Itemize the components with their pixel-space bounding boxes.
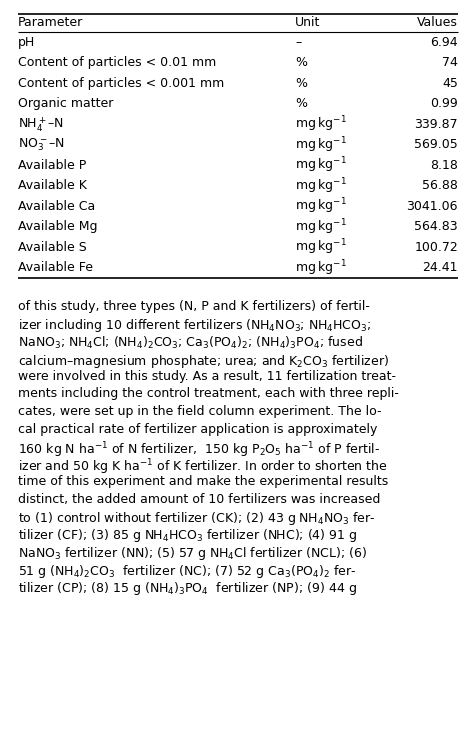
Text: calcium–magnesium phosphate; urea; and K$_2$CO$_3$ fertilizer): calcium–magnesium phosphate; urea; and K… [18, 353, 389, 369]
Text: of this study, three types (N, P and K fertilizers) of fertil-: of this study, three types (N, P and K f… [18, 300, 370, 313]
Text: 56.88: 56.88 [422, 179, 458, 193]
Text: mg kg$^{-1}$: mg kg$^{-1}$ [295, 135, 347, 155]
Text: %: % [295, 97, 307, 111]
Text: 74: 74 [442, 56, 458, 69]
Text: 100.72: 100.72 [414, 241, 458, 253]
Text: cal practical rate of fertilizer application is approximately: cal practical rate of fertilizer applica… [18, 423, 377, 435]
Text: Available Mg: Available Mg [18, 220, 98, 233]
Text: Available Fe: Available Fe [18, 261, 93, 274]
Text: %: % [295, 77, 307, 89]
Text: 564.83: 564.83 [414, 220, 458, 233]
Text: tilizer (CP); (8) 15 g (NH$_4$)$_3$PO$_4$  fertilizer (NP); (9) 44 g: tilizer (CP); (8) 15 g (NH$_4$)$_3$PO$_4… [18, 580, 357, 597]
Text: 45: 45 [442, 77, 458, 89]
Text: Available K: Available K [18, 179, 87, 193]
Text: ments including the control treatment, each with three repli-: ments including the control treatment, e… [18, 387, 399, 401]
Text: Available S: Available S [18, 241, 87, 253]
Text: tilizer (CF); (3) 85 g NH$_4$HCO$_3$ fertilizer (NHC); (4) 91 g: tilizer (CF); (3) 85 g NH$_4$HCO$_3$ fer… [18, 527, 357, 544]
Text: NaNO$_3$ fertilizer (NN); (5) 57 g NH$_4$Cl fertilizer (NCL); (6): NaNO$_3$ fertilizer (NN); (5) 57 g NH$_4… [18, 545, 367, 562]
Text: mg kg$^{-1}$: mg kg$^{-1}$ [295, 114, 347, 134]
Text: mg kg$^{-1}$: mg kg$^{-1}$ [295, 176, 347, 196]
Text: mg kg$^{-1}$: mg kg$^{-1}$ [295, 238, 347, 257]
Text: Content of particles < 0.001 mm: Content of particles < 0.001 mm [18, 77, 224, 89]
Text: NaNO$_3$; NH$_4$Cl; (NH$_4$)$_2$CO$_3$; Ca$_3$(PO$_4$)$_2$; (NH$_4$)$_3$PO$_4$; : NaNO$_3$; NH$_4$Cl; (NH$_4$)$_2$CO$_3$; … [18, 335, 363, 351]
Text: izer including 10 different fertilizers (NH$_4$NO$_3$; NH$_4$HCO$_3$;: izer including 10 different fertilizers … [18, 317, 371, 335]
Text: time of this experiment and make the experimental results: time of this experiment and make the exp… [18, 475, 388, 488]
Text: NH$_4^+$–N: NH$_4^+$–N [18, 115, 64, 134]
Text: mg kg$^{-1}$: mg kg$^{-1}$ [295, 156, 347, 175]
Text: –: – [295, 36, 301, 49]
Text: Values: Values [417, 17, 458, 29]
Text: izer and 50 kg K ha$^{-1}$ of K fertilizer. In order to shorten the: izer and 50 kg K ha$^{-1}$ of K fertiliz… [18, 457, 388, 477]
Text: mg kg$^{-1}$: mg kg$^{-1}$ [295, 258, 347, 277]
Text: pH: pH [18, 36, 35, 49]
Text: Parameter: Parameter [18, 17, 83, 29]
Text: 160 kg N ha$^{-1}$ of N fertilizer,  150 kg P$_2$O$_5$ ha$^{-1}$ of P fertil-: 160 kg N ha$^{-1}$ of N fertilizer, 150 … [18, 440, 380, 459]
Text: 24.41: 24.41 [422, 261, 458, 274]
Text: 3041.06: 3041.06 [407, 200, 458, 213]
Text: Content of particles < 0.01 mm: Content of particles < 0.01 mm [18, 56, 216, 69]
Text: distinct, the added amount of 10 fertilizers was increased: distinct, the added amount of 10 fertili… [18, 493, 380, 505]
Text: Organic matter: Organic matter [18, 97, 113, 111]
Text: 339.87: 339.87 [414, 118, 458, 131]
Text: NO$_3^-$–N: NO$_3^-$–N [18, 137, 65, 153]
Text: were involved in this study. As a result, 11 fertilization treat-: were involved in this study. As a result… [18, 370, 396, 383]
Text: 0.99: 0.99 [430, 97, 458, 111]
Text: mg kg$^{-1}$: mg kg$^{-1}$ [295, 217, 347, 237]
Text: %: % [295, 56, 307, 69]
Text: 8.18: 8.18 [430, 159, 458, 171]
Text: mg kg$^{-1}$: mg kg$^{-1}$ [295, 196, 347, 216]
Text: cates, were set up in the field column experiment. The lo-: cates, were set up in the field column e… [18, 405, 382, 418]
Text: to (1) control without fertilizer (CK); (2) 43 g NH$_4$NO$_3$ fer-: to (1) control without fertilizer (CK); … [18, 510, 375, 527]
Text: 51 g (NH$_4$)$_2$CO$_3$  fertilizer (NC); (7) 52 g Ca$_3$(PO$_4$)$_2$ fer-: 51 g (NH$_4$)$_2$CO$_3$ fertilizer (NC);… [18, 562, 356, 580]
Text: Available Ca: Available Ca [18, 200, 95, 213]
Text: 569.05: 569.05 [414, 138, 458, 151]
Text: 6.94: 6.94 [430, 36, 458, 49]
Text: Available P: Available P [18, 159, 86, 171]
Text: Unit: Unit [295, 17, 320, 29]
